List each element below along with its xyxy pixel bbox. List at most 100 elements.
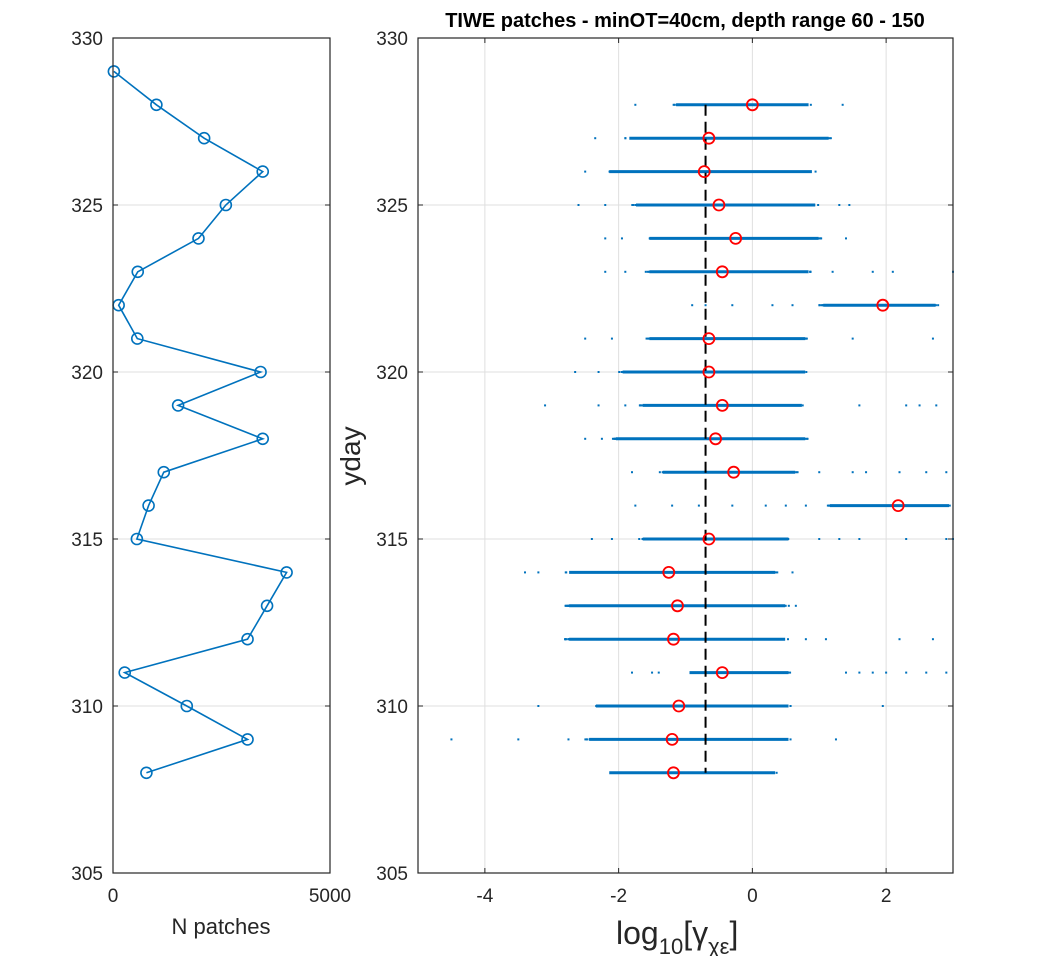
patch-dot [638,437,641,440]
patch-dot [945,504,948,507]
patch-dot [735,404,738,407]
patch-dot [678,437,681,440]
patch-dot [807,237,810,240]
patch-dot [693,337,696,340]
patch-dot [651,604,654,607]
patch-dot [687,738,690,741]
patch-dot [618,771,621,774]
patch-dot [624,705,627,707]
patch-dot [787,337,790,340]
patch-dot [604,270,607,273]
patch-dot [691,705,694,707]
patch-dot [708,738,711,741]
patch-dot [930,304,933,307]
patch-dot [692,204,695,206]
patch-dot [696,604,699,607]
patch-dot [696,137,699,140]
patch-dot [789,404,792,407]
patch-dot [701,170,704,173]
patch-dot [906,304,909,307]
median-marker [671,599,684,613]
patch-dot [603,705,606,707]
patch-dot [765,137,768,140]
patch-dot [580,571,583,574]
patch-dot [654,137,657,140]
patch-dot [761,604,764,607]
patch-dot [796,270,799,273]
patch-dot [752,604,755,607]
patch-dot [627,571,630,574]
patch-dot [751,103,754,106]
patch-dot [601,571,604,574]
patch-dot [684,237,687,240]
patch-dot [632,638,635,641]
patch-dot [737,771,740,774]
patch-dot [739,170,742,173]
patch-dot [782,237,785,240]
patch-dot [937,304,940,307]
patch-dot [730,170,733,173]
patch-dot [688,771,691,774]
patch-dot [742,404,745,407]
patch-dot [776,204,779,206]
patch-dot [584,337,587,340]
patch-dot [708,705,711,707]
patch-dot [831,304,834,307]
patch-dot [679,705,682,707]
patch-dot [786,371,789,373]
patch-dot [752,337,755,340]
patch-dot [689,237,692,240]
patch-dot [701,604,704,607]
patch-dot [768,371,771,373]
patch-dot [774,471,777,474]
patch-dot [765,671,768,674]
right-y-tick-label: 330 [376,29,408,50]
patch-dot [774,137,777,140]
median-marker [727,465,741,479]
patch-dot [645,738,648,741]
patch-dot [698,705,701,707]
patch-dot [925,504,928,507]
patch-dot [802,371,805,373]
patch-dot [706,270,709,273]
patch-dot [729,337,732,340]
patch-dot [797,170,800,173]
patch-dot [740,771,743,774]
patch-dot [776,404,779,407]
patch-dot [690,671,693,674]
patch-dot [701,638,704,641]
patch-dot [682,170,685,173]
patch-dot [700,103,703,106]
patch-dot [661,538,664,540]
patch-dot [809,170,812,173]
patch-dot [735,337,738,340]
patch-dot [663,270,666,273]
patch-dot [885,671,888,674]
patch-dot [838,204,841,206]
patch-dot [930,504,933,507]
patch-dot [722,538,725,540]
patch-dot [732,638,735,641]
patch-dot [791,571,794,574]
patch-dot [693,738,696,741]
patch-dot [654,270,657,273]
patch-dot [564,604,567,607]
patch-dot [664,705,667,707]
patch-dot [582,604,585,607]
patch-dot [646,137,649,140]
patch-dot [677,471,680,474]
patch-dot [767,237,770,240]
patch-dot [780,337,783,340]
patch-dot [591,738,594,741]
patch-dot [654,705,657,707]
n-patches-point [256,432,270,446]
patch-dot [652,705,655,707]
patch-dot [707,170,710,173]
patch-dot [590,604,593,607]
patch-dot [699,538,702,540]
patch-dot [687,638,690,641]
patch-dot [633,771,636,774]
n-patches-point [131,265,145,279]
patch-dot [763,170,766,173]
patch-dot [720,137,723,140]
